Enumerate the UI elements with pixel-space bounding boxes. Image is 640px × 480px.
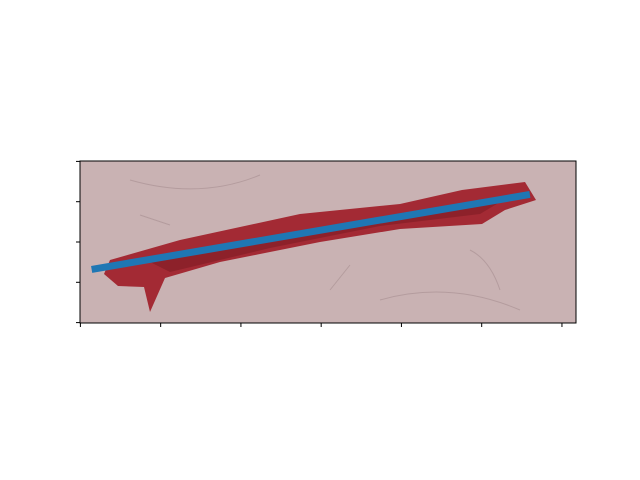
wound-core — [150, 202, 500, 272]
skin-texture — [129, 174, 521, 311]
image — [80, 161, 576, 323]
data-line — [91, 190, 531, 273]
